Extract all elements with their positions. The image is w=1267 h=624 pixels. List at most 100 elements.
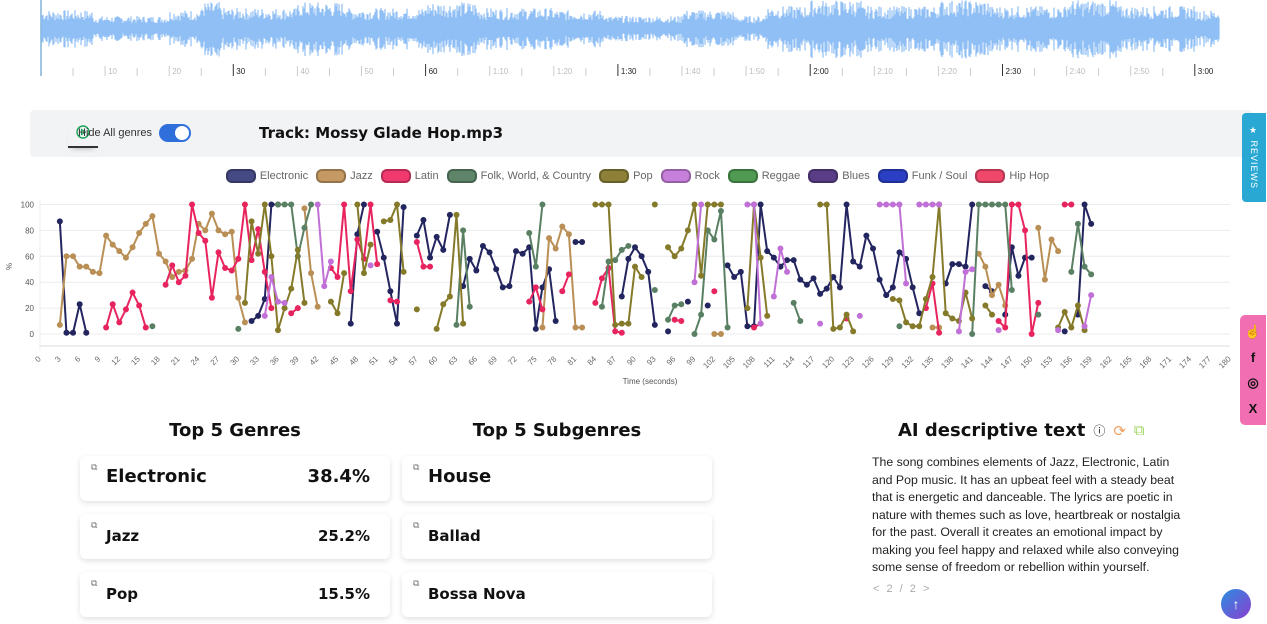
data-point	[936, 201, 943, 208]
x-tick-label: 93	[645, 354, 658, 367]
series-line	[250, 203, 278, 322]
x-tick-label: 57	[407, 354, 420, 367]
subgenre-card[interactable]: ⧉ House	[402, 456, 712, 501]
legend-swatch	[877, 169, 908, 183]
data-point	[360, 201, 367, 208]
x-icon[interactable]: X	[1248, 401, 1258, 416]
data-point	[671, 302, 678, 309]
data-point	[982, 283, 989, 290]
data-point	[261, 312, 268, 319]
instagram-icon[interactable]: ◎	[1247, 375, 1259, 390]
data-point	[764, 312, 771, 319]
data-point	[1088, 271, 1095, 278]
x-tick-label: 111	[762, 354, 777, 369]
info-icon[interactable]: ⓘ	[1093, 424, 1106, 438]
ai-pager[interactable]: < 2 / 2 >	[873, 583, 932, 595]
play-button[interactable]	[68, 122, 98, 148]
data-point	[625, 255, 632, 262]
copy-icon[interactable]: ⧉	[91, 578, 98, 588]
legend-item[interactable]: Electronic	[225, 169, 308, 183]
legend-label: Blues	[842, 170, 870, 182]
legend-item[interactable]: Jazz	[316, 169, 373, 183]
x-tick-label: 105	[721, 354, 737, 370]
data-point	[1068, 268, 1075, 275]
waveform-bars	[41, 0, 1220, 59]
genre-card[interactable]: ⧉ Jazz 25.2%	[80, 514, 390, 559]
data-point	[479, 242, 486, 249]
data-point	[268, 274, 275, 281]
subgenre-card[interactable]: ⧉ Ballad	[402, 514, 712, 559]
data-point	[215, 227, 222, 234]
data-point	[275, 327, 281, 334]
data-point	[711, 201, 718, 208]
data-point	[903, 319, 910, 326]
facebook-icon[interactable]: f	[1250, 350, 1256, 365]
data-point	[803, 281, 810, 288]
legend-label: Jazz	[350, 170, 373, 182]
legend-item[interactable]: Latin	[380, 169, 439, 183]
x-tick-label: 21	[169, 354, 182, 367]
data-point	[427, 263, 434, 270]
time-tick-label: 60	[429, 67, 438, 76]
genre-card[interactable]: ⧉ Electronic 38.4%	[80, 456, 390, 501]
scroll-top-button[interactable]: ↑	[1221, 589, 1251, 619]
subgenre-card[interactable]: ⧉ Bossa Nova	[402, 572, 712, 617]
data-point	[770, 254, 777, 261]
data-point	[526, 298, 533, 305]
data-point	[215, 249, 222, 256]
data-point	[169, 274, 176, 281]
copy-icon[interactable]: ⧉	[413, 578, 420, 588]
hand-icon[interactable]: ☝	[1244, 324, 1262, 339]
legend-item[interactable]: Blues	[808, 169, 870, 183]
data-point	[56, 321, 63, 328]
data-point	[1081, 263, 1088, 270]
series-line	[693, 204, 703, 283]
data-point	[1002, 324, 1009, 331]
x-tick-label: 144	[979, 354, 995, 370]
x-tick-label: 42	[308, 354, 321, 367]
x-tick-label: 165	[1118, 354, 1134, 370]
data-point	[916, 201, 923, 208]
data-point	[929, 201, 936, 208]
copy-icon[interactable]: ⧉	[1133, 422, 1145, 439]
reviews-tab[interactable]: ★ REVIEWS	[1242, 113, 1266, 202]
audio-waveform[interactable]: 10 20 30 40 50 60 1:10 1:20 1:30 1:40 1:50 2:00 2:10…	[0, 0, 1267, 85]
copy-icon[interactable]: ⧉	[413, 462, 420, 472]
data-point	[1061, 308, 1068, 315]
copy-icon[interactable]: ⧉	[91, 462, 98, 472]
x-tick-label: 39	[288, 354, 301, 367]
data-point	[460, 227, 467, 234]
data-point	[354, 201, 361, 208]
x-tick-label: 27	[209, 354, 222, 367]
series-line	[330, 204, 379, 292]
data-point	[572, 324, 579, 331]
data-point	[1028, 254, 1035, 261]
regenerate-icon[interactable]: ⟳	[1113, 422, 1126, 440]
time-tick-label: 50	[365, 67, 374, 76]
data-point	[916, 323, 923, 330]
data-point	[790, 257, 797, 264]
data-point	[1015, 272, 1022, 279]
data-point	[275, 201, 281, 208]
data-point	[189, 255, 196, 262]
time-tick-label: 2:40	[1070, 67, 1086, 76]
legend-item[interactable]: Funk / Soul	[877, 169, 967, 183]
legend-item[interactable]: Pop	[599, 169, 653, 183]
genre-card[interactable]: ⧉ Pop 15.5%	[80, 572, 390, 617]
data-point	[70, 253, 77, 260]
copy-icon[interactable]: ⧉	[413, 520, 420, 530]
copy-icon[interactable]: ⧉	[91, 520, 98, 530]
legend-item[interactable]: Hip Hop	[975, 169, 1049, 183]
x-tick-label: 78	[546, 354, 559, 367]
hide-genres-toggle[interactable]	[159, 124, 191, 142]
data-point	[962, 268, 969, 275]
legend-item[interactable]: Folk, World, & Country	[446, 169, 591, 183]
legend-item[interactable]: Rock	[660, 169, 720, 183]
x-tick-label: 153	[1039, 354, 1055, 370]
x-tick-label: 162	[1098, 354, 1114, 370]
data-point	[1088, 220, 1095, 227]
data-point	[175, 279, 182, 286]
data-point	[440, 246, 447, 253]
legend-item[interactable]: Reggae	[727, 169, 800, 183]
series-line	[620, 245, 656, 326]
